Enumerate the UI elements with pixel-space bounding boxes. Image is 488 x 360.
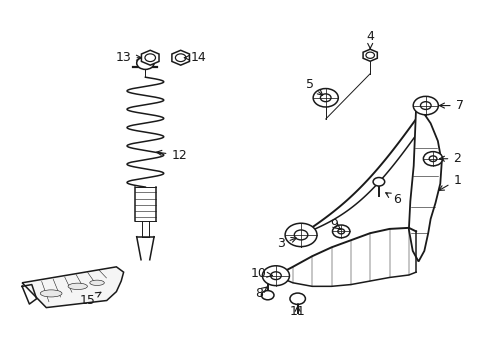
Circle shape xyxy=(320,94,330,102)
Circle shape xyxy=(144,54,155,62)
Circle shape xyxy=(262,266,289,285)
Polygon shape xyxy=(362,49,377,61)
Polygon shape xyxy=(22,267,123,307)
Text: 10: 10 xyxy=(250,267,272,280)
Ellipse shape xyxy=(40,290,62,297)
Text: 2: 2 xyxy=(439,152,460,165)
Text: 5: 5 xyxy=(305,78,322,95)
Circle shape xyxy=(137,57,154,69)
Circle shape xyxy=(423,152,442,166)
Circle shape xyxy=(372,177,384,186)
Circle shape xyxy=(175,54,185,62)
Circle shape xyxy=(428,156,436,162)
Circle shape xyxy=(289,293,305,305)
Text: 12: 12 xyxy=(156,149,187,162)
Ellipse shape xyxy=(90,280,104,285)
Circle shape xyxy=(420,102,430,109)
Text: 9: 9 xyxy=(329,218,340,231)
Polygon shape xyxy=(408,107,441,261)
Circle shape xyxy=(412,96,437,115)
Text: 1: 1 xyxy=(438,174,460,190)
Text: 3: 3 xyxy=(276,237,296,250)
Circle shape xyxy=(270,272,281,280)
Text: 6: 6 xyxy=(385,193,400,206)
Circle shape xyxy=(261,291,273,300)
Text: 7: 7 xyxy=(439,99,463,112)
Text: 15: 15 xyxy=(79,292,101,307)
Polygon shape xyxy=(141,50,159,65)
Text: 14: 14 xyxy=(184,51,206,64)
Text: 4: 4 xyxy=(366,30,373,49)
Circle shape xyxy=(365,52,374,58)
Circle shape xyxy=(332,225,349,238)
Circle shape xyxy=(312,89,338,107)
Ellipse shape xyxy=(68,283,87,289)
Text: 13: 13 xyxy=(116,51,141,64)
Text: 8: 8 xyxy=(254,287,266,300)
Circle shape xyxy=(294,230,307,240)
Circle shape xyxy=(285,223,316,247)
Circle shape xyxy=(337,229,344,234)
Polygon shape xyxy=(172,50,189,65)
Text: 11: 11 xyxy=(289,305,305,318)
